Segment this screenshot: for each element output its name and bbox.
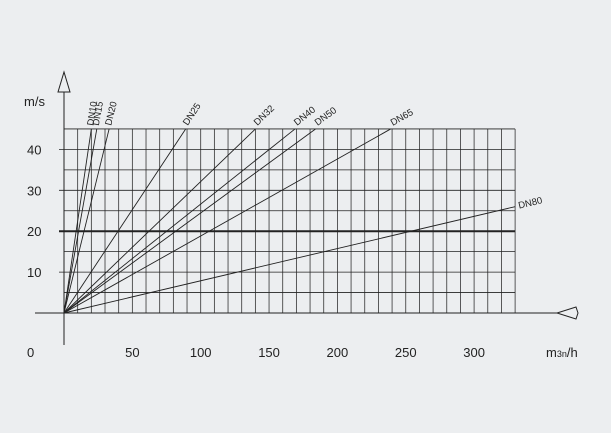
series-line-dn15	[63, 128, 98, 314]
x-axis-arrow	[555, 306, 579, 320]
x-tick-label: 100	[190, 345, 212, 360]
series-label: DN50	[313, 105, 339, 128]
x-tick-label: 300	[463, 345, 485, 360]
series-line-dn40	[63, 128, 296, 314]
grid	[59, 128, 516, 313]
series-line-dn25	[63, 128, 187, 314]
series-label: DN25	[181, 101, 204, 127]
series-label: DN15	[91, 101, 106, 127]
y-tick-label: 10	[27, 265, 41, 280]
labels: m/s 0 m3n/h 10 20 30 40 50 100 150 200 250 300 DN1…	[24, 94, 578, 360]
series-lines	[63, 128, 516, 314]
x-tick-label: 50	[125, 345, 139, 360]
series-line-dn50	[63, 128, 316, 314]
y-tick-label: 20	[27, 224, 41, 239]
series-label: DN32	[252, 103, 277, 128]
series-label: DN80	[517, 195, 543, 211]
series-line-dn65	[63, 128, 391, 314]
y-tick-label: 30	[27, 183, 41, 198]
x-axis-label: m3n/h	[546, 345, 578, 360]
series-label: DN40	[292, 105, 318, 129]
series-label: DN65	[389, 107, 416, 129]
y-axis-label: m/s	[24, 94, 45, 109]
x-tick-label: 150	[258, 345, 280, 360]
origin-label: 0	[27, 345, 34, 360]
series-line-dn32	[63, 128, 256, 314]
x-tick-label: 200	[327, 345, 349, 360]
series-label: DN20	[103, 100, 119, 126]
series-label: DN10	[85, 101, 99, 127]
axes	[35, 70, 579, 345]
series-line-dn80	[63, 206, 516, 314]
y-axis-arrow	[57, 70, 71, 93]
y-tick-label: 40	[27, 142, 41, 157]
series-line-dn10	[63, 128, 92, 314]
series-line-dn20	[63, 128, 110, 314]
x-tick-label: 250	[395, 345, 417, 360]
